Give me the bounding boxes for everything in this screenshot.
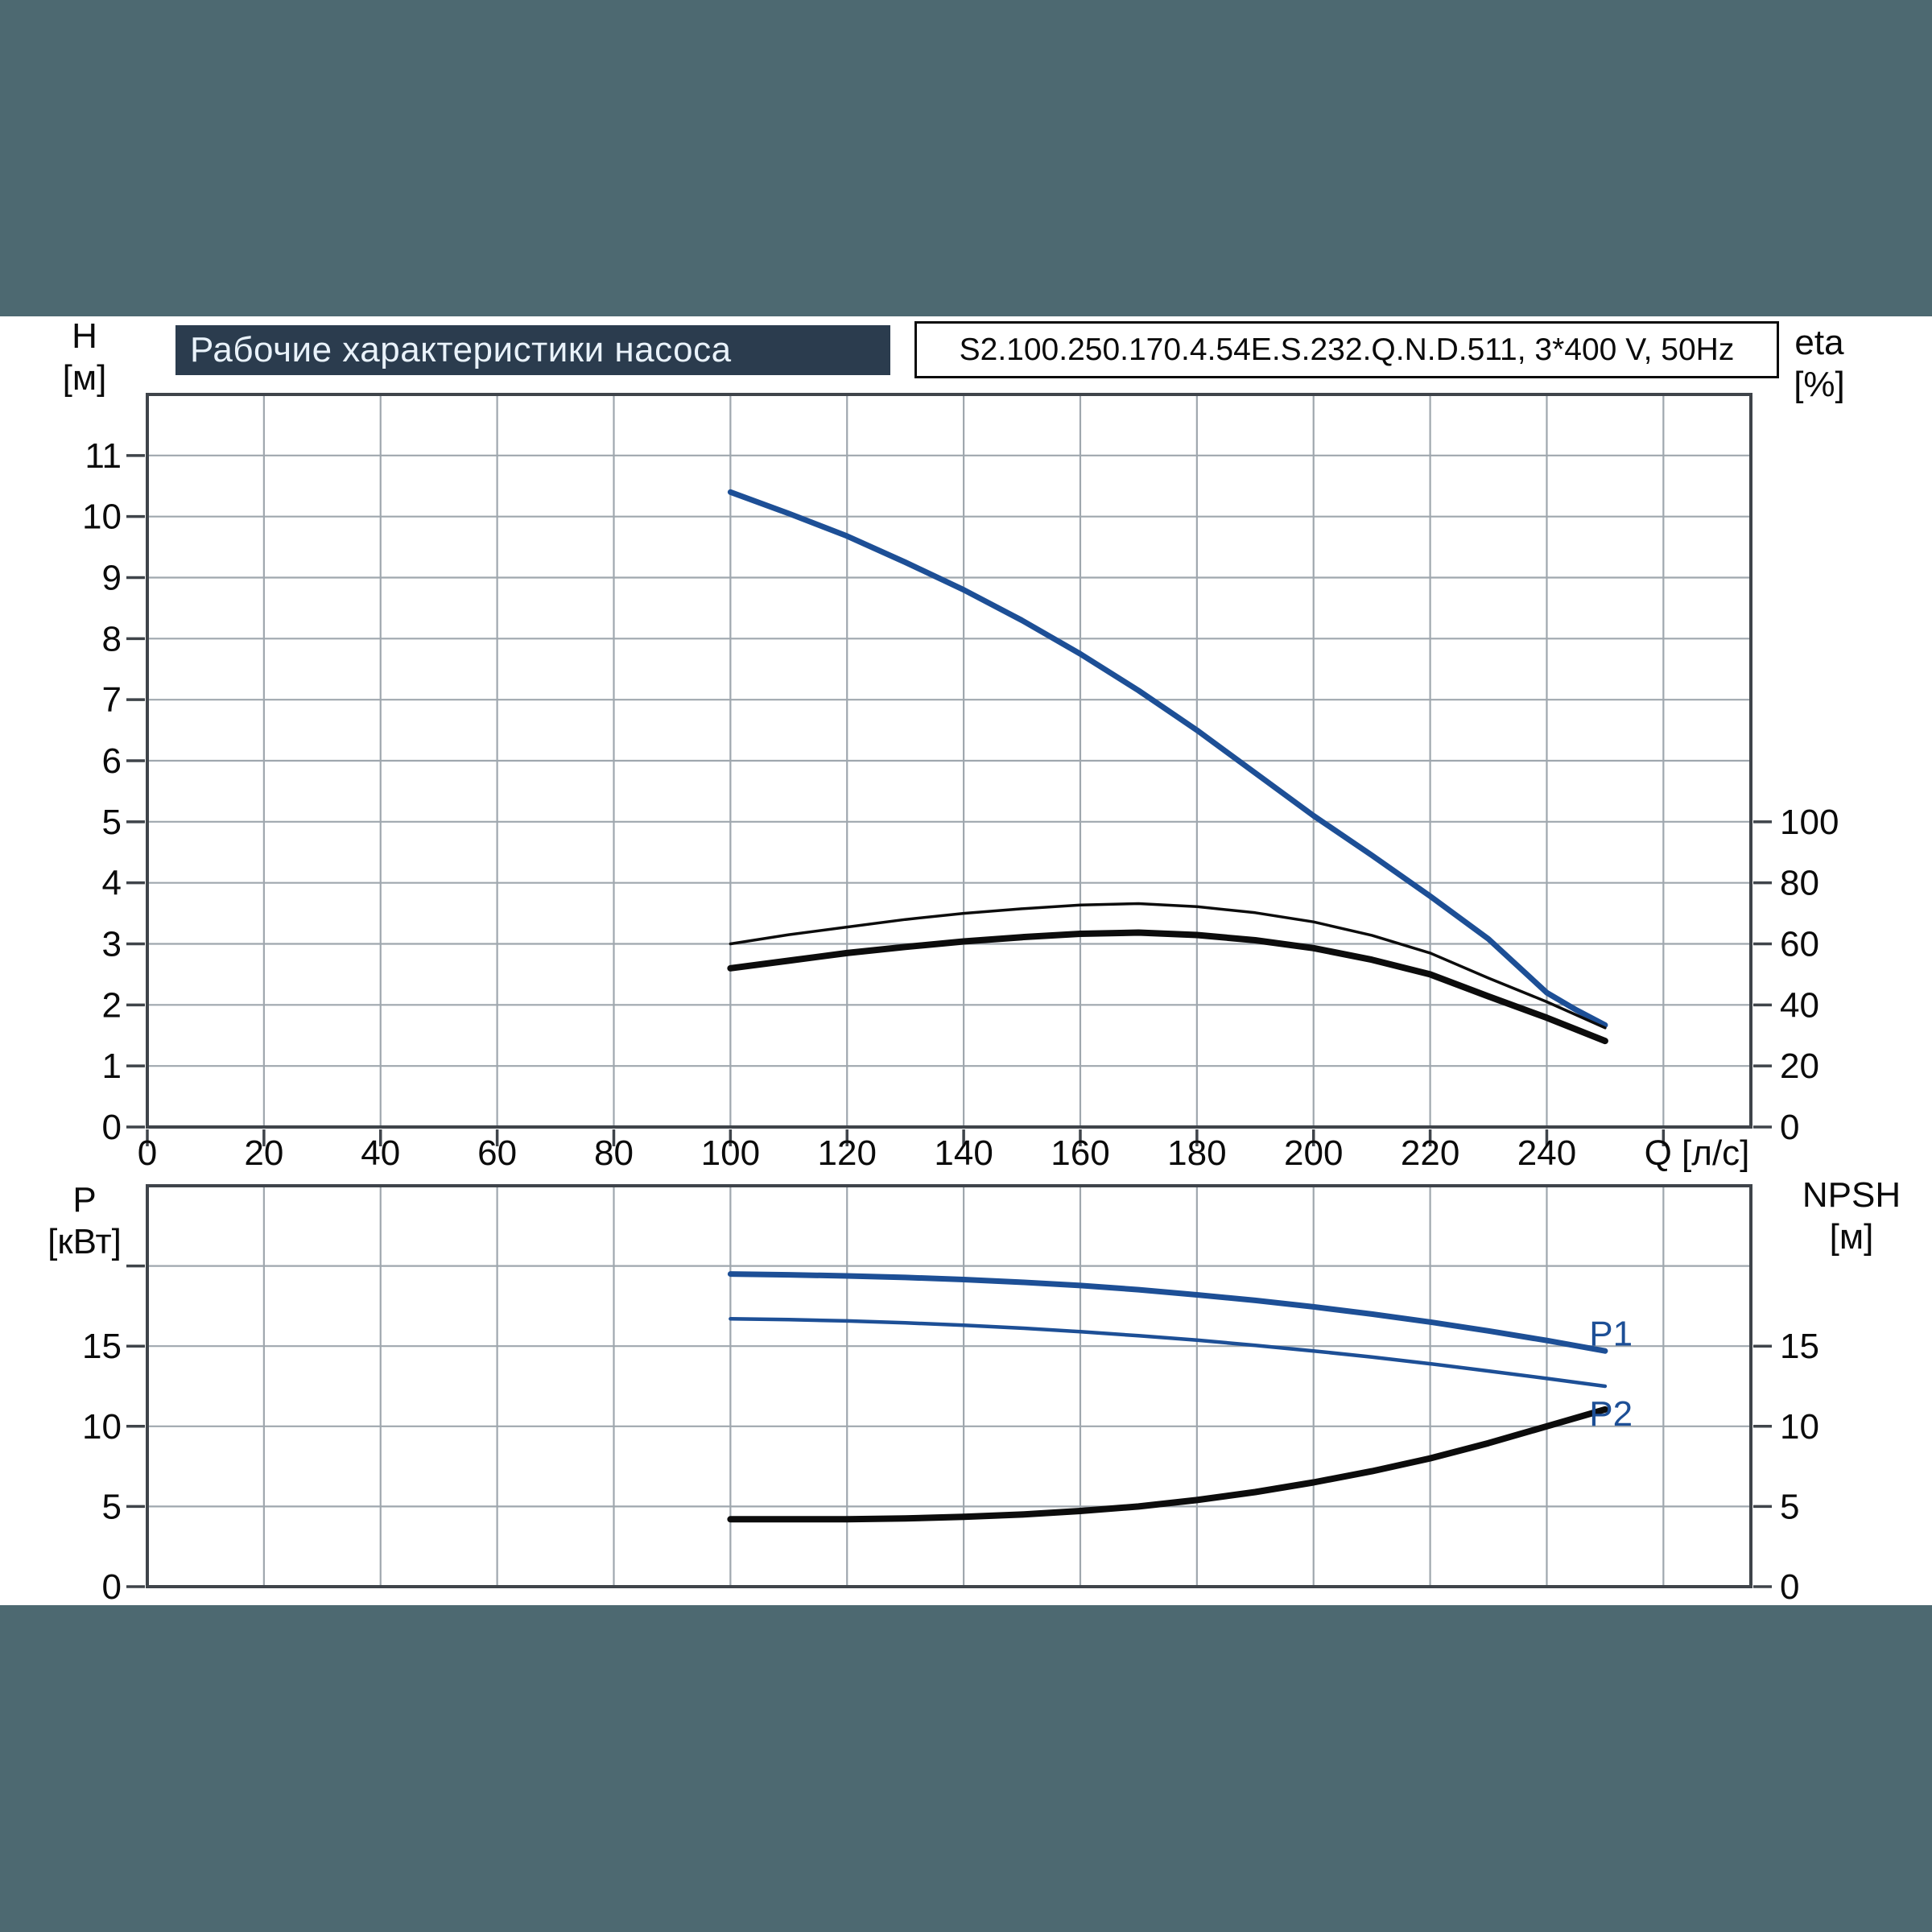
- power-npsh-chart: 0 5 10 15 0 5 10 15 P[кВт] NPSH[м] P1 P2: [47, 1175, 1901, 1607]
- x-axis-tick-label: 200: [1284, 1133, 1343, 1173]
- right-axis-tick-label: 5: [1780, 1487, 1799, 1526]
- content-panel: [0, 316, 1932, 1605]
- x-axis-tick-label: 180: [1167, 1133, 1226, 1173]
- left-axis-title: P: [72, 1180, 96, 1220]
- left-axis-title: [кВт]: [47, 1222, 122, 1261]
- right-axis-tick-label: 100: [1780, 803, 1839, 842]
- left-axis-tick-label: 0: [102, 1108, 122, 1147]
- x-axis-tick-label: 240: [1517, 1133, 1576, 1173]
- left-axis-tick-label: 4: [102, 864, 122, 903]
- left-axis-tick-label: 6: [102, 741, 122, 781]
- tick-labels: 0 1 2 3 4 5 6 7 8 9 10 11 0 20 40 60 80 100 0 20 40 60 80 100 12…: [82, 436, 1839, 1173]
- left-axis-tick-label: 5: [102, 803, 122, 842]
- left-axis-tick-label: 5: [102, 1487, 122, 1526]
- head-curve: [727, 489, 1608, 1028]
- chart-title-box: Рабочие характеристики насоса: [175, 325, 890, 375]
- gridlines: [147, 394, 1751, 1127]
- eta-pump-curve: [729, 902, 1607, 1030]
- right-axis-title: eta: [1794, 323, 1844, 362]
- p2-curve: [729, 1317, 1608, 1389]
- x-axis-tick-label: 220: [1401, 1133, 1459, 1173]
- right-axis-tick-label: 10: [1780, 1407, 1819, 1447]
- tick-marks: [126, 1264, 1772, 1588]
- curve-label-P1: P1: [1589, 1314, 1633, 1353]
- axis-titles: P[кВт] NPSH[м]: [47, 1175, 1901, 1261]
- plot-border: [146, 393, 1752, 1129]
- eta-total-curve: [727, 929, 1608, 1045]
- x-axis-tick-label: 20: [244, 1133, 283, 1173]
- left-axis-tick-label: 2: [102, 985, 122, 1025]
- right-axis-tick-label: 15: [1780, 1327, 1819, 1366]
- right-axis-tick-label: 0: [1780, 1108, 1799, 1147]
- x-axis-tick-label: 60: [477, 1133, 517, 1173]
- x-axis-tick-label: 80: [594, 1133, 634, 1173]
- right-axis-title: NPSH: [1802, 1175, 1901, 1215]
- gridlines: [147, 1186, 1751, 1587]
- left-axis-tick-label: 0: [102, 1567, 122, 1607]
- right-axis-title: [м]: [1830, 1217, 1874, 1257]
- p1-curve: [727, 1271, 1608, 1354]
- left-axis-tick-label: 9: [102, 559, 122, 598]
- head-efficiency-chart: 0 1 2 3 4 5 6 7 8 9 10 11 0 20 40 60 80 100 0 20 40 60 80 100 12…: [63, 316, 1845, 1173]
- left-axis-tick-label: 7: [102, 680, 122, 720]
- tick-labels: 0 5 10 15 0 5 10 15: [82, 1327, 1819, 1607]
- tick-marks: [126, 454, 1772, 1146]
- chart-title: Рабочие характеристики насоса: [190, 330, 732, 369]
- left-axis-tick-label: 10: [82, 497, 122, 537]
- x-axis-tick-label: 40: [361, 1133, 400, 1173]
- plot-border: [146, 1184, 1752, 1588]
- left-axis-tick-label: 15: [82, 1327, 122, 1366]
- x-axis-tick-label: 160: [1051, 1133, 1109, 1173]
- pump-model-badge: S2.100.250.170.4.54E.S.232.Q.N.D.511, 3*…: [914, 321, 1779, 378]
- curve-label-P2: P2: [1589, 1394, 1633, 1434]
- x-axis-tick-label: 100: [701, 1133, 760, 1173]
- left-axis-tick-label: 8: [102, 619, 122, 658]
- right-axis-tick-label: 20: [1780, 1046, 1819, 1086]
- left-axis-tick-label: 10: [82, 1407, 122, 1447]
- x-axis-title: Q [л/с]: [1645, 1133, 1750, 1173]
- right-axis-tick-label: 80: [1780, 864, 1819, 903]
- right-axis-tick-label: 40: [1780, 985, 1819, 1025]
- pump-model-text: S2.100.250.170.4.54E.S.232.Q.N.D.511, 3*…: [959, 332, 1735, 367]
- right-axis-title: [%]: [1794, 365, 1845, 404]
- x-axis-tick-label: 120: [818, 1133, 877, 1173]
- left-axis-tick-label: 1: [102, 1046, 122, 1086]
- npsh-curve: [727, 1406, 1608, 1523]
- right-axis-tick-label: 0: [1780, 1567, 1799, 1607]
- x-axis-tick-label: 140: [934, 1133, 993, 1173]
- left-axis-title: [м]: [63, 358, 107, 398]
- axis-titles: H[м] eta[%]: [63, 316, 1845, 404]
- right-axis-tick-label: 60: [1780, 925, 1819, 964]
- x-axis-tick-label: 0: [138, 1133, 157, 1173]
- left-axis-tick-label: 3: [102, 925, 122, 964]
- left-axis-tick-label: 11: [85, 436, 122, 476]
- left-axis-title: H: [72, 316, 97, 356]
